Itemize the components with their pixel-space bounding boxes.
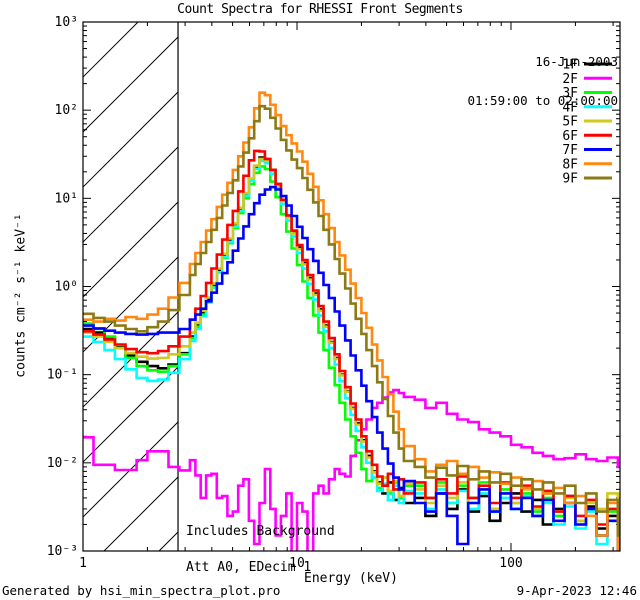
legend-label-9F: 9F <box>562 172 578 187</box>
y-tick-label: 10² <box>55 103 78 118</box>
legend-label-1F: 1F <box>562 58 578 73</box>
y-tick-label: 10⁻³ <box>47 544 78 559</box>
legend-label-5F: 5F <box>562 115 578 130</box>
legend-label-3F: 3F <box>562 86 578 101</box>
legend-row: 7F <box>562 143 612 158</box>
y-tick-label: 10⁻² <box>47 456 78 471</box>
legend-row: 2F <box>562 72 612 87</box>
legend-label-4F: 4F <box>562 100 578 115</box>
legend-row: 3F <box>562 86 612 101</box>
legend-row: 4F <box>562 100 612 115</box>
legend-label-2F: 2F <box>562 72 578 87</box>
curve-7F <box>83 185 620 551</box>
render-timestamp: 9-Apr-2023 12:46 <box>516 583 637 598</box>
spectra-curves <box>83 91 620 551</box>
y-tick-label: 10⁰ <box>55 280 78 295</box>
generator-credit: Generated by hsi_min_spectra_plot.pro <box>2 583 281 598</box>
legend-row: 9F <box>562 172 612 187</box>
annotation-attenuator: Att A0, EDecim 1 <box>186 560 312 575</box>
legend-row: 1F <box>562 58 612 73</box>
x-tick-label: 100 <box>499 556 522 571</box>
x-tick-label: 10 <box>289 556 305 571</box>
plot-frame <box>82 21 621 552</box>
y-tick-label: 10⁻¹ <box>47 368 78 383</box>
annotation-background: Includes Background <box>186 524 335 539</box>
observation-interval: 16-Jun-2003 01:59:00 to 02:00:00 <box>467 29 618 133</box>
observation-time-range: 01:59:00 to 02:00:00 <box>467 93 618 108</box>
plot-title: Count Spectra for RHESSI Front Segments <box>177 2 463 17</box>
curve-2F <box>83 388 620 551</box>
hatch-region <box>83 22 179 551</box>
y-tick-label: 10³ <box>55 15 78 30</box>
legend-row: 5F <box>562 115 612 130</box>
curve-9F <box>83 104 620 537</box>
legend-label-8F: 8F <box>562 157 578 172</box>
plot-annotation: Includes Background Att A0, EDecim 1 <box>186 502 335 598</box>
legend-label-6F: 6F <box>562 129 578 144</box>
y-axis-label: counts cm⁻² s⁻¹ keV⁻¹ <box>13 213 29 378</box>
observation-date: 16-Jun-2003 <box>535 54 618 69</box>
legend-row: 6F <box>562 129 612 144</box>
legend-label-7F: 7F <box>562 143 578 158</box>
x-tick-label: 1 <box>79 556 87 571</box>
x-axis-label: Energy (keV) <box>304 571 398 586</box>
y-tick-label: 10¹ <box>55 191 78 206</box>
legend-row: 8F <box>562 157 612 172</box>
